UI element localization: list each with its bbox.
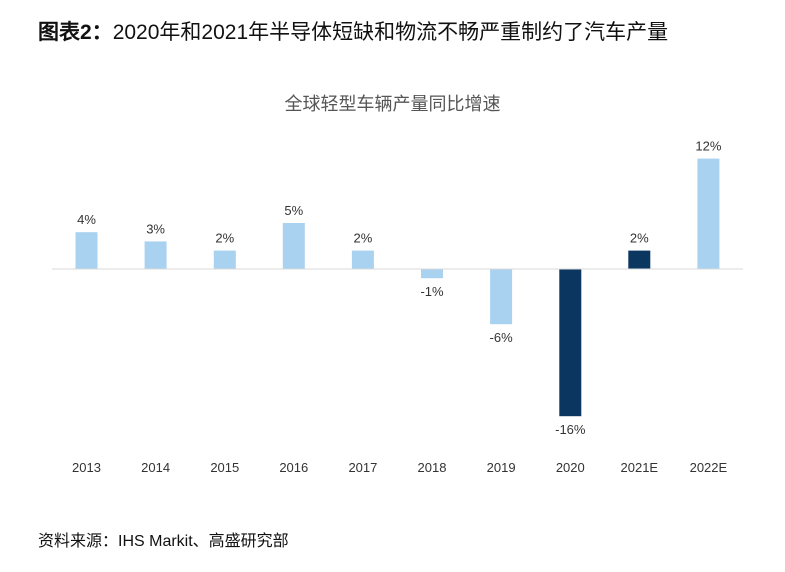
bar-2017 <box>351 250 374 269</box>
figure-title-text: 2020年和2021年半导体短缺和物流不畅严重制约了汽车产量 <box>112 21 669 44</box>
bar-2019 <box>490 269 513 325</box>
value-labels-group: 4% 3% 2% 5% 2% -1% -6% -16% 2% 12% <box>77 139 722 438</box>
figure-label: 图表2： <box>38 21 113 44</box>
x-tick-label-2019: 2019 <box>487 460 516 475</box>
x-tick-label-2018: 2018 <box>418 460 447 475</box>
value-label-2016: 5% <box>284 203 303 218</box>
value-label-2022E: 12% <box>695 139 721 154</box>
value-label-2015: 2% <box>215 231 234 246</box>
x-tick-label-2022E: 2022E <box>690 460 728 475</box>
x-tick-label-2015: 2015 <box>210 460 239 475</box>
bar-2020 <box>559 269 582 417</box>
x-tick-label-2013: 2013 <box>72 460 101 475</box>
bar-2018 <box>421 269 443 279</box>
value-label-2018: -1% <box>420 284 444 299</box>
figure-title: 图表2：2020年和2021年半导体短缺和物流不畅严重制约了汽车产量 <box>38 16 668 46</box>
chart-title: 全球轻型车辆产量同比增速 <box>284 94 501 114</box>
bar-2013 <box>75 232 98 269</box>
value-label-2021E: 2% <box>630 231 649 246</box>
source-note: 资料来源：IHS Markit、高盛研究部 <box>38 533 289 550</box>
value-label-2014: 3% <box>146 221 165 236</box>
bar-2022E <box>697 158 720 269</box>
bars-group <box>75 158 720 417</box>
x-tick-label-2020: 2020 <box>556 460 585 475</box>
x-tick-label-2014: 2014 <box>141 460 170 475</box>
x-tick-label-2016: 2016 <box>279 460 308 475</box>
bar-2016 <box>282 223 305 269</box>
x-tick-labels-group: 2013 2014 2015 2016 2017 2018 2019 2020 2021E 202… <box>72 460 727 475</box>
bar-2014 <box>144 241 167 269</box>
value-label-2019: -6% <box>490 330 514 345</box>
value-label-2017: 2% <box>354 231 373 246</box>
value-label-2020: -16% <box>555 422 586 437</box>
x-tick-label-2017: 2017 <box>348 460 377 475</box>
bar-2021E <box>628 250 651 269</box>
x-tick-label-2021E: 2021E <box>621 460 659 475</box>
bar-2015 <box>213 250 236 269</box>
value-label-2013: 4% <box>77 212 96 227</box>
